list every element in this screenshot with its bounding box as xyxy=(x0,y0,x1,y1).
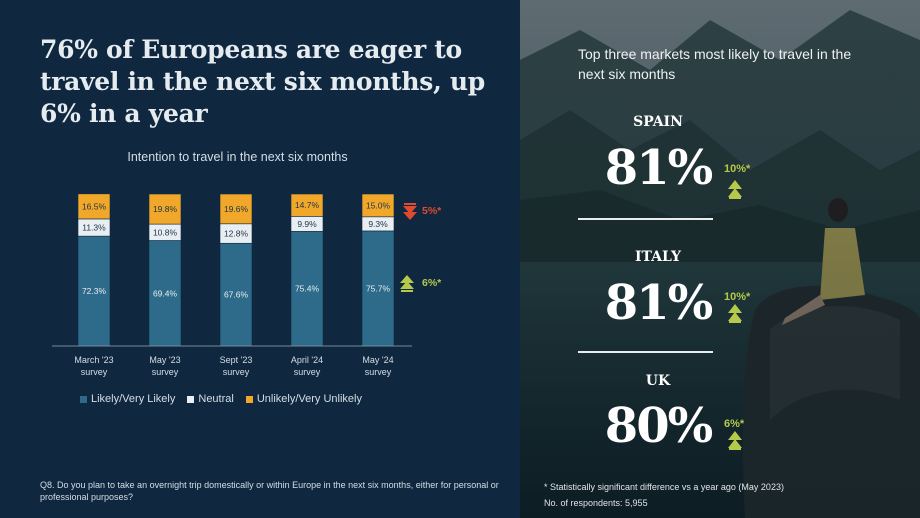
x-tick-label: survey xyxy=(223,367,250,377)
up-arrow-icon xyxy=(400,281,414,289)
bar-segment xyxy=(361,230,395,347)
legend-item-neutral: Neutral xyxy=(187,393,234,406)
left-panel: 76% of Europeans are eager to travel in … xyxy=(40,35,499,502)
up-arrow-icon xyxy=(728,180,742,199)
country-percent: 81% xyxy=(604,275,713,331)
landscape-photo xyxy=(520,0,920,518)
x-tick-label: Sept '23 xyxy=(220,355,253,365)
country-percent: 80% xyxy=(604,398,713,454)
data-label: 10.8% xyxy=(153,227,178,237)
up-arrow-icon xyxy=(728,431,742,450)
data-label: 15.0% xyxy=(366,200,391,210)
data-label: 19.8% xyxy=(153,204,178,214)
down-arrow-icon xyxy=(403,206,417,214)
bar-segment xyxy=(148,193,182,225)
x-tick-label: survey xyxy=(294,367,321,377)
change-annotation: 5%* xyxy=(422,205,442,217)
legend-label: Neutral xyxy=(198,393,234,406)
data-label: 16.5% xyxy=(82,201,107,211)
data-label: 75.7% xyxy=(366,283,391,293)
legend-swatch xyxy=(187,395,195,403)
data-label: 9.3% xyxy=(368,219,388,229)
bar-segment xyxy=(290,193,324,217)
up-arrow-base xyxy=(401,290,413,292)
down-arrow-icon xyxy=(403,212,417,220)
change-label: 10%* xyxy=(724,291,751,303)
data-label: 9.9% xyxy=(297,219,317,229)
x-tick-label: May '23 xyxy=(149,355,180,365)
down-arrow-base xyxy=(404,203,416,205)
up-arrow-icon xyxy=(728,304,742,323)
x-tick-label: survey xyxy=(365,367,392,377)
right-panel: Top three markets most likely to travel … xyxy=(520,0,920,518)
change-label: 6%* xyxy=(724,418,745,430)
data-label: 72.3% xyxy=(82,286,107,296)
markets-title: Top three markets most likely to travel … xyxy=(578,46,852,82)
legend-swatch xyxy=(80,395,87,403)
question-footnote: Q8. Do you plan to take an overnight tri… xyxy=(40,480,499,502)
respondents-count: No. of respondents: 5,955 xyxy=(544,498,648,508)
bar-segment xyxy=(219,242,253,347)
separator xyxy=(578,351,713,353)
legend-label: Likely/Very Likely xyxy=(91,393,176,406)
country-name: UK xyxy=(645,373,671,389)
data-label: 67.6% xyxy=(224,290,249,300)
data-label: 14.7% xyxy=(295,200,320,210)
page-title: 76% of Europeans are eager to travel in … xyxy=(40,35,485,128)
legend-item-unlikely: Unlikely/Very Unlikely xyxy=(245,393,362,406)
up-arrow-icon xyxy=(400,275,414,283)
bar-segment xyxy=(77,193,111,220)
bar-segment xyxy=(219,193,253,225)
significance-note: * Statistically significant difference v… xyxy=(544,482,784,492)
x-tick-label: survey xyxy=(152,367,179,377)
x-tick-label: March '23 xyxy=(74,355,113,365)
stacked-bar-chart: 72.3% 11.3% 16.5% March '23 survey 69.4% 10.8%… xyxy=(52,193,442,377)
x-tick-label: April '24 xyxy=(291,355,323,365)
legend-swatch xyxy=(245,395,253,403)
bar-segment xyxy=(77,235,111,347)
change-label: 10%* xyxy=(724,163,751,175)
x-tick-label: May '24 xyxy=(362,355,393,365)
data-label: 11.3% xyxy=(82,223,106,233)
country-name: ITALY xyxy=(634,249,681,265)
bar-segment xyxy=(148,240,182,347)
bar-segment xyxy=(361,193,395,218)
data-label: 75.4% xyxy=(295,284,320,294)
separator xyxy=(578,218,713,220)
data-label: 69.4% xyxy=(153,288,178,298)
chart-legend: Likely/Very Likely Neutral Unlikely/Very… xyxy=(80,393,362,405)
change-annotation: 6%* xyxy=(422,277,442,289)
legend-item-likely: Likely/Very Likely xyxy=(80,393,175,405)
data-label: 19.6% xyxy=(224,204,249,214)
data-label: 12.8% xyxy=(224,229,249,239)
legend-label: Unlikely/Very Unlikely xyxy=(256,393,362,406)
x-tick-label: survey xyxy=(81,367,108,377)
country-percent: 81% xyxy=(604,140,713,196)
country-name: SPAIN xyxy=(633,114,683,130)
chart-title: Intention to travel in the next six mont… xyxy=(127,150,348,164)
